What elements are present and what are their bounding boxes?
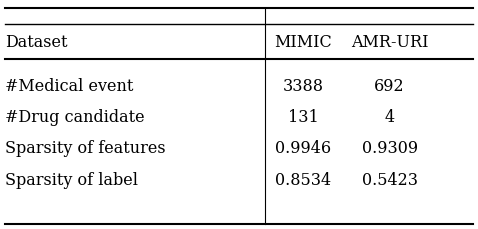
Text: 0.5423: 0.5423	[361, 171, 418, 188]
Text: 0.9946: 0.9946	[275, 139, 332, 156]
Text: MIMIC: MIMIC	[275, 34, 332, 51]
Text: 0.9309: 0.9309	[361, 139, 418, 156]
Text: 3388: 3388	[283, 77, 324, 94]
Text: 692: 692	[374, 77, 405, 94]
Text: Dataset: Dataset	[5, 34, 67, 51]
Text: Sparsity of label: Sparsity of label	[5, 171, 138, 188]
Text: #Drug candidate: #Drug candidate	[5, 108, 144, 125]
Text: AMR-URI: AMR-URI	[351, 34, 428, 51]
Text: #Medical event: #Medical event	[5, 77, 133, 94]
Text: 0.8534: 0.8534	[275, 171, 332, 188]
Text: 4: 4	[384, 108, 395, 125]
Text: Sparsity of features: Sparsity of features	[5, 139, 165, 156]
Text: 131: 131	[288, 108, 319, 125]
